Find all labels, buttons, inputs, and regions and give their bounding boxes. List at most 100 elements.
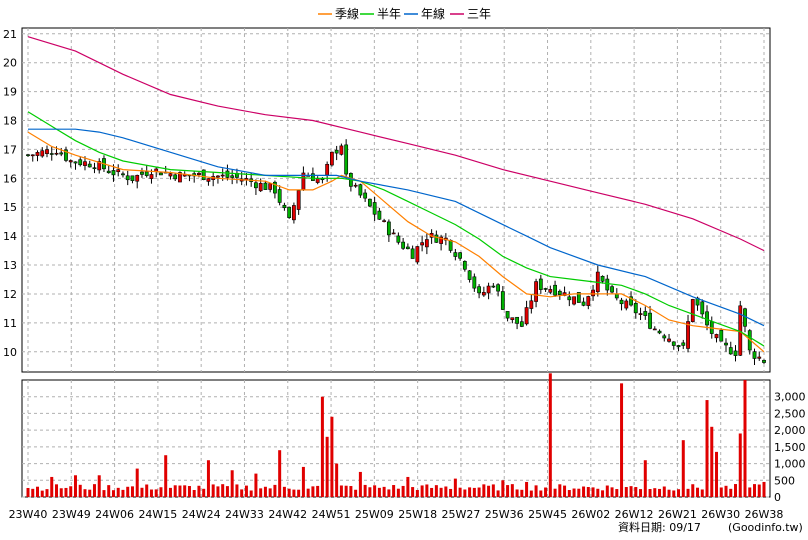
candle [49, 146, 54, 161]
x-axis: 23W40 23W49 24W06 24W15 24W24 24W33 24W42 24W51… [9, 508, 784, 521]
ma-line [27, 111, 765, 347]
candle [667, 333, 671, 343]
volume-bar [582, 486, 586, 497]
volume-bar [734, 484, 738, 497]
volume-tick-label: 3,000 [774, 391, 806, 404]
volume-bar [116, 487, 120, 497]
volume-tick-label: 1,000 [774, 458, 806, 471]
volume-bar [278, 450, 282, 497]
volume-bar [126, 486, 130, 497]
candle [396, 232, 401, 245]
candle [652, 326, 657, 331]
volume-bar [510, 484, 514, 497]
candle [292, 202, 296, 224]
candle [439, 234, 444, 251]
volume-bar [757, 484, 761, 497]
volume-bar [534, 485, 538, 497]
volume-bar [558, 484, 562, 497]
price-tick-label: 21 [3, 28, 17, 41]
candle [201, 169, 206, 181]
volume-bar [672, 490, 676, 497]
volume-bar [491, 484, 495, 497]
volume-bar [225, 486, 229, 497]
volume-bar [97, 475, 101, 497]
candle [339, 143, 344, 156]
volume-bar [548, 373, 552, 497]
volume-bar [211, 484, 215, 497]
candle [752, 348, 757, 366]
volume-bar [135, 468, 139, 497]
candle [277, 185, 282, 206]
volume-bar [339, 485, 343, 497]
volume-bar [335, 463, 339, 497]
candle [40, 147, 45, 158]
candle [282, 202, 287, 211]
volume-bar [601, 490, 605, 497]
candle [68, 159, 73, 168]
x-tick-label: 25W18 [398, 508, 437, 521]
candle [662, 333, 667, 342]
volume-bar [662, 486, 666, 497]
volume-bar [50, 476, 54, 497]
volume-bar [306, 488, 310, 497]
volume-bar [620, 383, 624, 497]
candle [486, 282, 491, 300]
x-tick-label: 23W40 [9, 508, 48, 521]
volume-bar [349, 486, 353, 497]
volume-bar [406, 476, 410, 497]
volume-bar [282, 486, 286, 497]
volume-bar [463, 489, 467, 497]
candle [358, 183, 363, 198]
candle [106, 165, 111, 174]
price-tick-label: 17 [3, 143, 17, 156]
candle [524, 300, 529, 326]
volume-bar [320, 396, 324, 497]
candle [420, 235, 425, 252]
volume-bar [221, 484, 225, 497]
candle [681, 339, 686, 350]
volume-bar [54, 484, 58, 497]
candle [230, 170, 235, 185]
price-tick-label: 20 [3, 57, 17, 70]
volume-bar [69, 486, 73, 497]
volume-bar [639, 489, 643, 497]
volume-bar [311, 486, 315, 497]
price-tick-label: 12 [3, 288, 17, 301]
candle [638, 307, 643, 321]
volume-bar [691, 484, 695, 497]
ma-line [27, 131, 765, 353]
candle [45, 145, 49, 158]
volume-bar [434, 485, 438, 497]
candle [643, 306, 648, 320]
volume-bar [496, 490, 500, 497]
volume-bar [26, 487, 30, 497]
volume-bar [387, 489, 391, 497]
volume-bar [78, 484, 82, 497]
candle [462, 260, 467, 272]
candle [367, 198, 372, 208]
candle [344, 139, 349, 180]
candle [363, 189, 368, 202]
candle [472, 273, 477, 292]
volume-bar [444, 486, 448, 497]
volume-bar [472, 487, 476, 497]
volume-bar [173, 485, 177, 497]
candle [26, 153, 30, 158]
candle [733, 345, 738, 362]
volume-bar [715, 451, 719, 497]
x-tick-label: 24W42 [268, 508, 307, 521]
price-tick-label: 11 [3, 317, 17, 330]
volume-bar [45, 489, 49, 497]
volume-bar [164, 455, 168, 497]
volume-bar [159, 487, 163, 497]
volume-bar [140, 487, 144, 497]
volume-tick-label: 2,000 [774, 424, 806, 437]
candle [401, 237, 406, 250]
volume-bar [677, 489, 681, 497]
volume-bar [240, 489, 244, 497]
candle [30, 154, 35, 162]
volume-bar [648, 489, 652, 497]
legend-label: 年線 [421, 6, 445, 21]
volume-tick-label: 0 [774, 491, 781, 504]
